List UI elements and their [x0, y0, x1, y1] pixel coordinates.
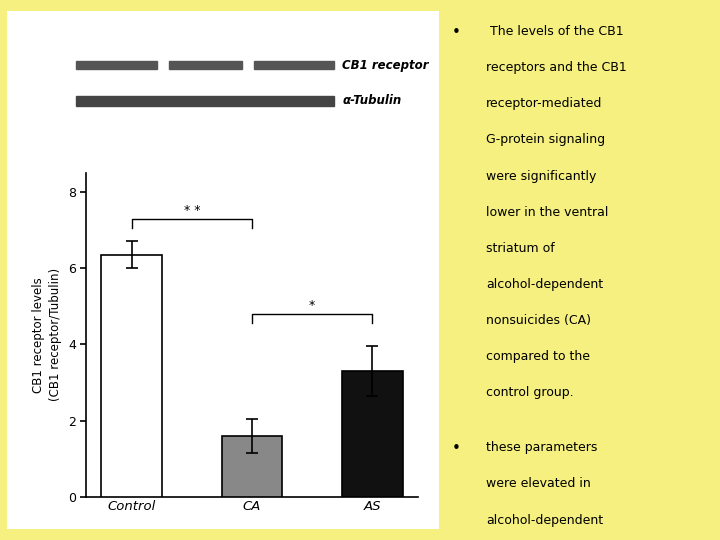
Text: were elevated in: were elevated in: [487, 477, 591, 490]
Text: •: •: [451, 25, 461, 40]
Text: CB1 receptor: CB1 receptor: [343, 58, 429, 72]
Text: alcohol-dependent: alcohol-dependent: [487, 278, 603, 291]
Text: lower in the ventral: lower in the ventral: [487, 206, 608, 219]
Text: were significantly: were significantly: [487, 170, 597, 183]
Text: receptor-mediated: receptor-mediated: [487, 97, 603, 110]
Text: α-Tubulin: α-Tubulin: [343, 94, 402, 107]
Bar: [253, 61, 334, 69]
Bar: [222, 436, 282, 497]
Text: •: •: [451, 441, 461, 456]
Text: * *: * *: [184, 204, 200, 217]
Bar: [76, 61, 157, 69]
Bar: [102, 255, 162, 497]
Text: receptors and the CB1: receptors and the CB1: [487, 61, 627, 74]
Text: control group.: control group.: [487, 386, 574, 399]
Y-axis label: CB1 receptor levels
(CB1 receptor/Tubulin): CB1 receptor levels (CB1 receptor/Tubuli…: [32, 268, 63, 401]
Text: *: *: [309, 299, 315, 312]
Text: compared to the: compared to the: [487, 350, 590, 363]
Bar: [342, 371, 402, 497]
Text: these parameters: these parameters: [487, 441, 598, 454]
Text: striatum of: striatum of: [487, 242, 555, 255]
Bar: [76, 96, 334, 106]
Bar: [169, 61, 242, 69]
Text: nonsuicides (CA): nonsuicides (CA): [487, 314, 591, 327]
Text: G-protein signaling: G-protein signaling: [487, 133, 606, 146]
Text: alcohol-dependent: alcohol-dependent: [487, 514, 603, 526]
Text: The levels of the CB1: The levels of the CB1: [487, 25, 624, 38]
